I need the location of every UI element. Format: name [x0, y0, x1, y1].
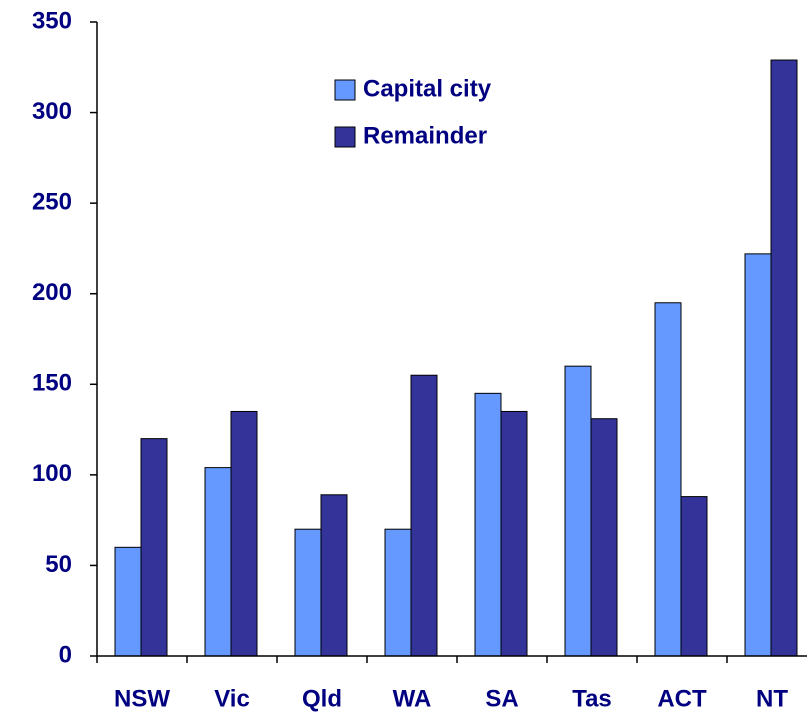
bar: [474, 392, 502, 657]
bar: [294, 528, 322, 657]
y-tick-label: 150: [32, 370, 72, 397]
bar: [410, 374, 438, 657]
legend-label: Remainder: [363, 122, 487, 149]
bar: [564, 365, 592, 657]
bar: [680, 496, 708, 657]
bar: [230, 410, 258, 657]
legend-swatch: [334, 126, 356, 148]
x-tick-label: WA: [393, 685, 432, 712]
bar: [140, 438, 168, 657]
legend-label: Capital city: [363, 75, 492, 102]
x-tick-label: NSW: [114, 685, 170, 712]
y-tick-label: 200: [32, 279, 72, 306]
y-tick-label: 50: [45, 551, 72, 578]
x-tick-label: Qld: [302, 685, 342, 712]
x-tick-label: ACT: [657, 685, 707, 712]
x-tick-label: Tas: [572, 685, 612, 712]
y-tick-label: 0: [59, 641, 72, 668]
y-tick-label: 100: [32, 460, 72, 487]
bar: [590, 418, 618, 657]
bar: [204, 467, 232, 657]
bar: [114, 546, 142, 657]
bar: [654, 302, 682, 657]
y-tick-label: 300: [32, 98, 72, 125]
bar: [500, 410, 528, 657]
x-tick-label: Vic: [214, 685, 250, 712]
bar: [384, 528, 412, 657]
x-tick-label: NT: [756, 685, 788, 712]
y-tick-label: 350: [32, 7, 72, 34]
bar: [320, 494, 348, 657]
bar: [744, 253, 772, 657]
legend-swatch: [334, 79, 356, 101]
y-tick-label: 250: [32, 188, 72, 215]
bar: [770, 59, 798, 657]
x-tick-label: SA: [485, 685, 518, 712]
